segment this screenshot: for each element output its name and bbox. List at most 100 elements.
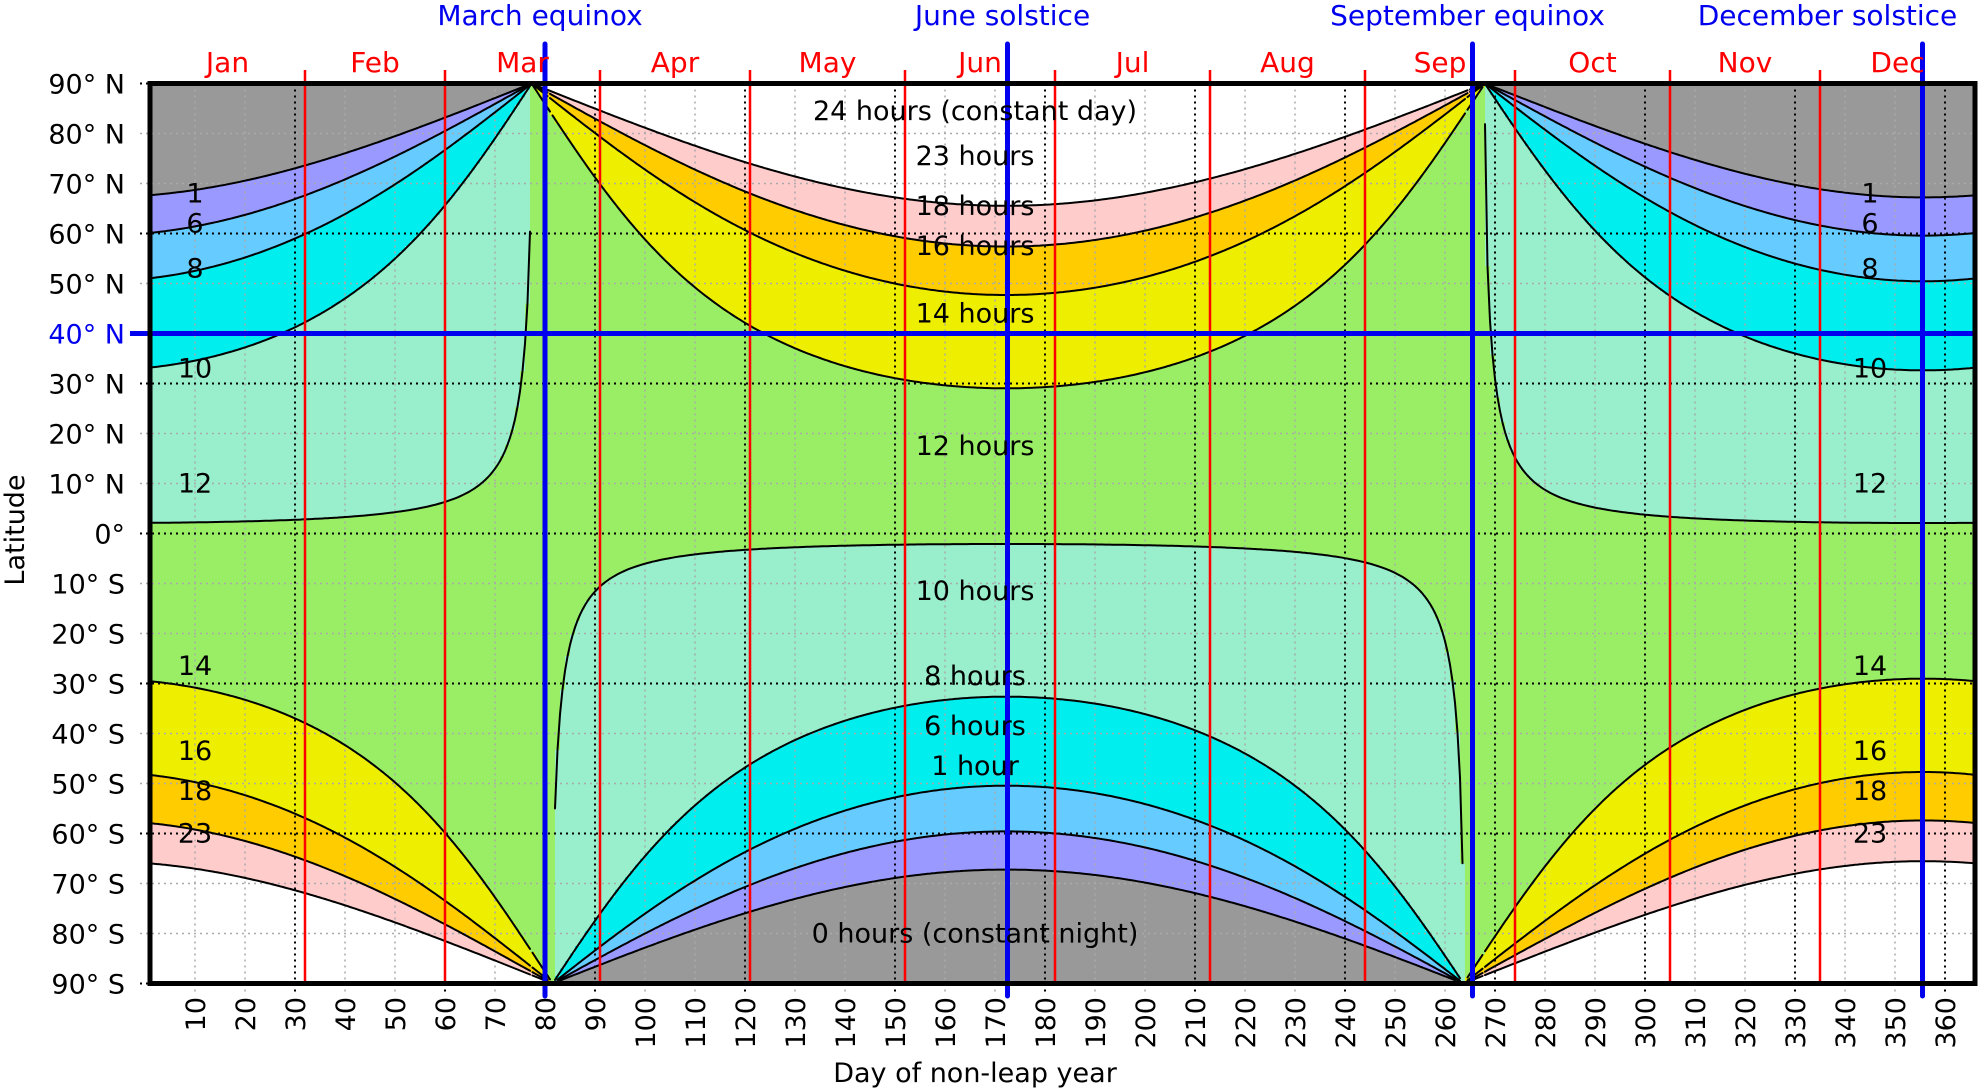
daylength-band-cell — [1915, 821, 1921, 862]
daylength-band-cell — [1425, 599, 1431, 932]
daylength-band-cell — [1280, 859, 1286, 893]
daylength-band-cell — [1630, 267, 1636, 514]
daylength-band-cell — [1840, 778, 1846, 827]
daylength-band-cell — [1050, 698, 1056, 788]
daylength-band-cell — [1730, 171, 1736, 203]
daylength-band-cell — [665, 831, 671, 899]
daylength-band-cell — [1710, 164, 1716, 196]
daylength-band-cell — [250, 521, 256, 703]
daylength-band-cell — [1830, 867, 1836, 984]
daylength-band-cell — [785, 901, 791, 984]
daylength-band-cell — [1595, 143, 1601, 168]
daylength-band-cell — [1375, 951, 1381, 984]
daylength-band-cell — [340, 83, 346, 154]
daylength-band-cell — [1720, 719, 1726, 816]
daylength-band-cell — [550, 92, 556, 96]
daylength-band-cell — [1145, 883, 1151, 984]
daylength-band-cell — [1505, 439, 1511, 919]
daylength-band-cell — [1210, 351, 1216, 548]
daylength-band-cell — [1345, 939, 1351, 984]
daylength-band-cell — [1380, 871, 1386, 923]
daylength-band-cell — [220, 264, 226, 354]
daylength-band-cell — [1265, 162, 1271, 193]
daylength-band-cell — [1905, 83, 1911, 198]
daylength-band-cell — [445, 942, 451, 984]
daylength-band-cell — [460, 913, 466, 934]
daylength-band-cell — [155, 863, 161, 984]
daylength-band-cell — [1885, 196, 1891, 236]
daylength-band-cell — [275, 886, 281, 984]
daylength-band-cell — [830, 83, 836, 187]
contour-label-left: 1 — [186, 179, 203, 210]
daylength-band-cell — [720, 218, 726, 309]
daylength-band-cell — [280, 333, 286, 521]
daylength-band-cell — [1870, 196, 1876, 234]
daylength-band-cell — [1805, 83, 1811, 188]
daylength-band-cell — [705, 926, 711, 984]
daylength-band-cell — [1800, 83, 1806, 187]
daylength-band-cell — [895, 841, 901, 878]
daylength-band-cell — [595, 588, 601, 918]
daylength-band-cell — [1750, 521, 1756, 708]
daylength-band-cell — [1300, 791, 1306, 872]
daylength-band-cell — [960, 871, 966, 984]
daylength-band-cell — [1540, 106, 1546, 116]
daylength-band-cell — [1140, 277, 1146, 373]
daylength-band-cell — [585, 956, 591, 966]
x-tick-label: 260 — [1431, 997, 1462, 1049]
daylength-band-cell — [925, 83, 931, 202]
daylength-band-cell — [1340, 937, 1346, 984]
daylength-band-cell — [1915, 678, 1921, 773]
daylength-band-cell — [690, 83, 696, 146]
daylength-band-cell — [225, 694, 231, 791]
daylength-band-cell — [985, 388, 991, 544]
daylength-band-cell — [1440, 107, 1446, 117]
daylength-band-cell — [1220, 831, 1226, 871]
daylength-band-cell — [1410, 188, 1416, 584]
daylength-band-cell — [1400, 951, 1406, 961]
daylength-band-cell — [210, 691, 216, 787]
daylength-band-cell — [690, 168, 696, 202]
daylength-band-cell — [190, 83, 196, 191]
daylength-band-cell — [835, 223, 841, 269]
daylength-band-cell — [645, 853, 651, 913]
daylength-band-cell — [1925, 83, 1931, 198]
daylength-band-cell — [1065, 699, 1071, 791]
daylength-band-cell — [1850, 364, 1856, 523]
daylength-band-cell — [435, 938, 441, 984]
daylength-band-cell — [1000, 786, 1006, 832]
daylength-band-cell — [420, 231, 426, 508]
daylength-band-cell — [1715, 892, 1721, 984]
daylength-band-cell — [495, 109, 501, 136]
daylength-band-cell — [1870, 278, 1876, 368]
daylength-band-cell — [900, 841, 906, 878]
contour-label-right: 16 — [1853, 736, 1887, 767]
daylength-band-cell — [365, 761, 371, 851]
daylength-band-cell — [1235, 171, 1241, 204]
daylength-band-cell — [715, 153, 721, 181]
daylength-band-cell — [1175, 222, 1181, 268]
daylength-band-cell — [1965, 83, 1971, 197]
daylength-band-cell — [720, 783, 726, 866]
daylength-band-cell — [920, 837, 926, 876]
daylength-band-cell — [1220, 346, 1226, 548]
daylength-band-cell — [1220, 742, 1226, 832]
daylength-band-cell — [1675, 904, 1681, 984]
daylength-band-cell — [880, 83, 886, 197]
daylength-band-cell — [1560, 944, 1566, 984]
daylength-band-cell — [1300, 151, 1306, 178]
daylength-band-cell — [1530, 481, 1536, 884]
daylength-band-cell — [410, 878, 416, 908]
daylength-band-cell — [650, 83, 656, 132]
daylength-band-cell — [1495, 102, 1501, 398]
daylength-band-cell — [835, 187, 841, 224]
daylength-band-cell — [275, 204, 281, 247]
daylength-band-cell — [625, 121, 631, 137]
daylength-band-cell — [420, 83, 426, 127]
daylength-band-cell — [200, 688, 206, 784]
daylength-band-cell — [1055, 833, 1061, 872]
daylength-band-cell — [785, 207, 791, 251]
daylength-band-cell — [675, 139, 681, 162]
daylength-band-cell — [1875, 822, 1881, 863]
daylength-band-cell — [1610, 151, 1616, 178]
